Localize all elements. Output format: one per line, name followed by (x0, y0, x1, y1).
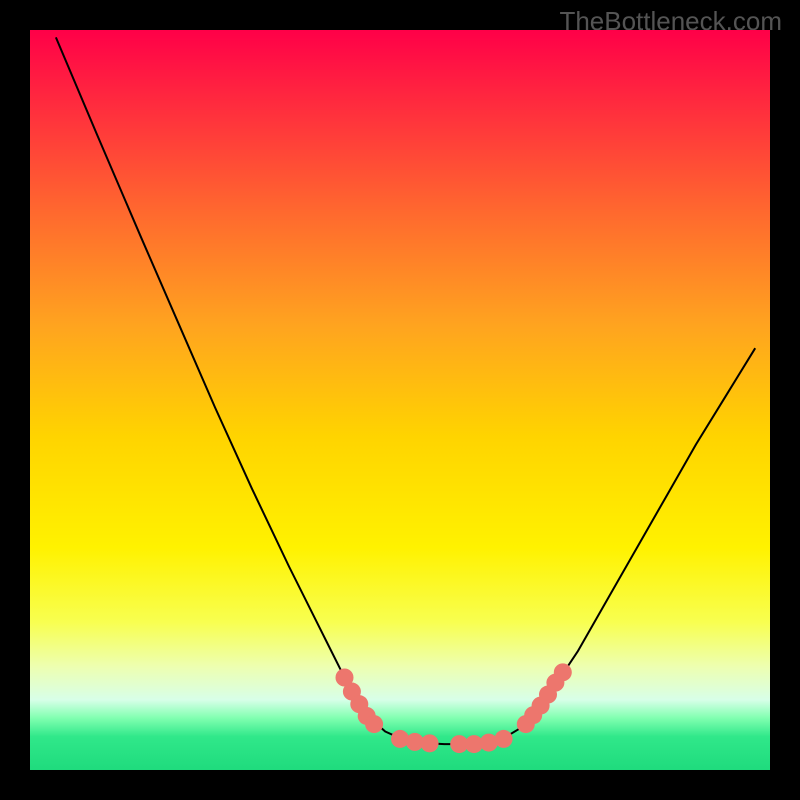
bottleneck-chart (30, 30, 770, 770)
plot-background (30, 30, 770, 770)
data-marker (365, 715, 383, 733)
chart-container: TheBottleneck.com (0, 0, 800, 800)
data-marker (495, 730, 513, 748)
data-marker (421, 734, 439, 752)
data-marker (391, 730, 409, 748)
data-marker (554, 663, 572, 681)
